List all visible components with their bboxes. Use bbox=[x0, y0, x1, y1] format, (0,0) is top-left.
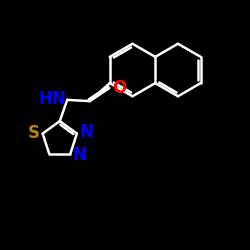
Text: N: N bbox=[73, 146, 87, 164]
Text: S: S bbox=[28, 124, 40, 142]
Text: HN: HN bbox=[38, 90, 66, 108]
Text: O: O bbox=[112, 79, 126, 97]
Text: N: N bbox=[80, 123, 93, 141]
